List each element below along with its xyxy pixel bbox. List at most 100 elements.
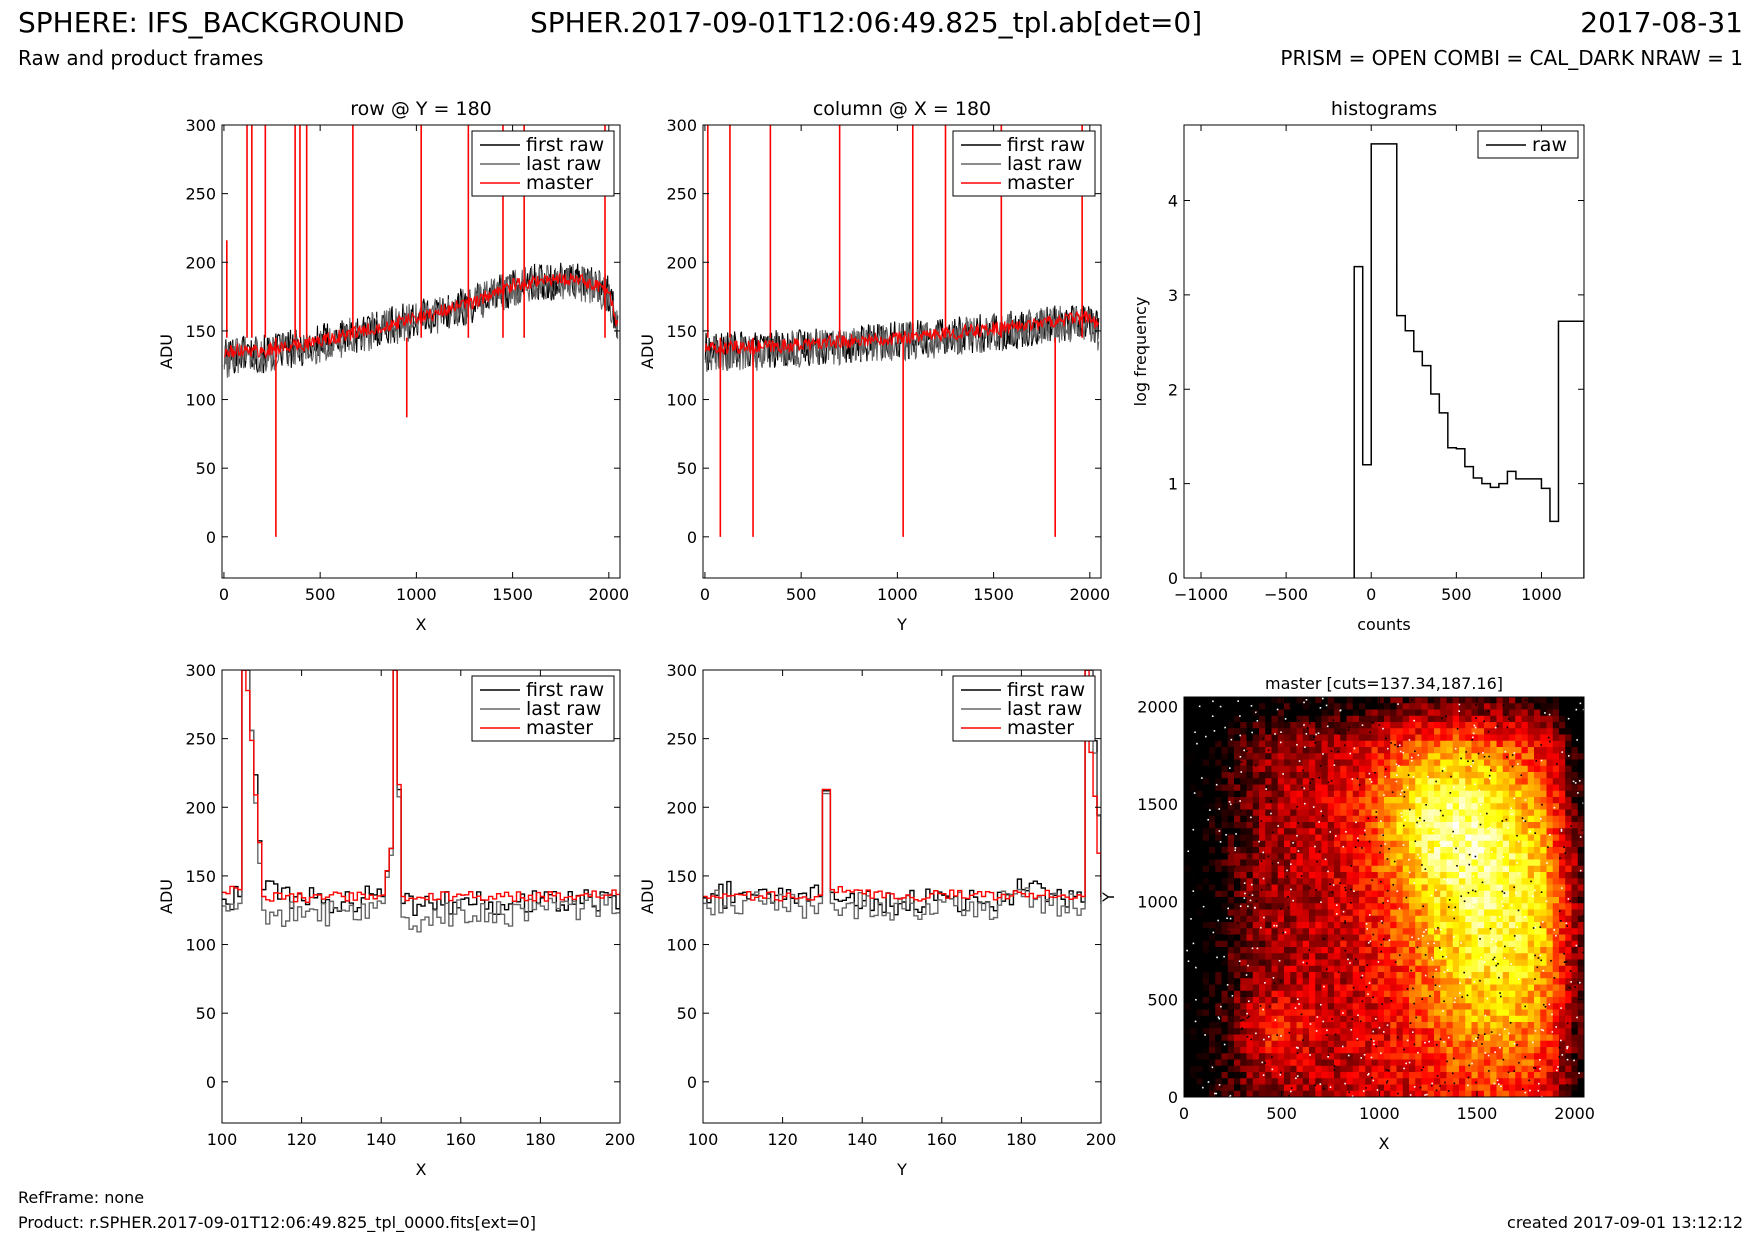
heatmap-cell — [1284, 784, 1291, 792]
heatmap-cell — [1446, 1047, 1454, 1054]
heatmap-cell — [1196, 1072, 1204, 1079]
heatmap-cell — [1390, 903, 1398, 911]
heatmap-cell — [1459, 1015, 1466, 1023]
heatmap-cell — [1196, 1084, 1204, 1092]
heatmap-cell — [1240, 784, 1248, 792]
heatmap-cell — [1534, 1084, 1541, 1092]
heatmap-cell — [1559, 878, 1566, 886]
heatmap-cell — [1271, 947, 1279, 954]
heatmap-cell — [1440, 1009, 1448, 1017]
heatmap-cell — [1559, 722, 1566, 729]
heatmap-cell — [1502, 847, 1510, 854]
y-axis-label: log frequency — [1131, 297, 1150, 407]
heatmap-cell — [1484, 1053, 1491, 1061]
heatmap-cell — [1496, 947, 1504, 954]
heatmap-cell — [1240, 884, 1248, 892]
heatmap-cell — [1427, 934, 1435, 942]
heatmap-cell — [1321, 972, 1329, 979]
heatmap-cell — [1396, 1065, 1404, 1073]
heatmap-cell — [1452, 697, 1460, 704]
heatmap-cell — [1340, 984, 1348, 992]
heatmap-cell — [1315, 1084, 1323, 1092]
heatmap-pixel — [1352, 986, 1355, 989]
heatmap-cell — [1390, 822, 1398, 829]
heatmap-cell — [1390, 828, 1398, 836]
heatmap-cell — [1427, 1078, 1435, 1086]
heatmap-cell — [1509, 965, 1516, 973]
heatmap-cell — [1190, 872, 1198, 879]
heatmap-cell — [1427, 809, 1435, 817]
heatmap-cell — [1296, 772, 1304, 779]
heatmap-cell — [1384, 922, 1391, 929]
heatmap-cell — [1471, 1003, 1479, 1011]
heatmap-cell — [1184, 859, 1191, 867]
heatmap-cell — [1452, 828, 1460, 836]
heatmap-cell — [1440, 984, 1448, 992]
heatmap-cell — [1334, 1090, 1341, 1097]
heatmap-cell — [1265, 965, 1273, 973]
heatmap-cell — [1577, 878, 1584, 886]
series-master — [703, 670, 1101, 902]
heatmap-cell — [1571, 897, 1579, 904]
heatmap-cell — [1402, 903, 1410, 911]
heatmap-cell — [1509, 1090, 1516, 1097]
heatmap-cell — [1446, 1003, 1454, 1011]
heatmap-cell — [1327, 922, 1335, 929]
y-tick-label: 100 — [185, 936, 216, 955]
heatmap-cell — [1409, 703, 1416, 711]
heatmap-cell — [1252, 722, 1260, 729]
heatmap-cell — [1527, 909, 1535, 917]
heatmap-cell — [1371, 1047, 1379, 1054]
heatmap-cell — [1290, 947, 1298, 954]
heatmap-cell — [1315, 797, 1323, 804]
heatmap-cell — [1402, 909, 1410, 917]
heatmap-cell — [1346, 1065, 1354, 1073]
heatmap-cell — [1490, 1084, 1498, 1092]
heatmap-cell — [1546, 715, 1554, 723]
heatmap-pixel — [1408, 1061, 1411, 1064]
heatmap-cell — [1359, 947, 1366, 954]
heatmap-cell — [1209, 978, 1216, 986]
x-tick-label: 100 — [688, 1130, 719, 1149]
heatmap-cell — [1365, 909, 1373, 917]
heatmap-cell — [1359, 797, 1366, 804]
heatmap-cell — [1434, 1009, 1441, 1017]
heatmap-cell — [1440, 997, 1448, 1004]
heatmap-cell — [1515, 815, 1523, 823]
heatmap-cell — [1202, 984, 1210, 992]
heatmap-cell — [1271, 884, 1279, 892]
heatmap-cell — [1309, 1009, 1316, 1017]
heatmap-cell — [1409, 840, 1416, 848]
heatmap-cell — [1465, 765, 1473, 773]
heatmap-cell — [1234, 859, 1241, 867]
heatmap-cell — [1571, 847, 1579, 854]
heatmap-cell — [1352, 990, 1360, 998]
heatmap-cell — [1359, 778, 1366, 786]
heatmap-cell — [1477, 697, 1485, 704]
heatmap-cell — [1202, 934, 1210, 942]
heatmap-cell — [1515, 922, 1523, 929]
heatmap-cell — [1421, 1047, 1429, 1054]
heatmap-cell — [1284, 890, 1291, 898]
heatmap-cell — [1509, 915, 1516, 923]
heatmap-pixel — [1326, 725, 1329, 728]
heatmap-cell — [1196, 897, 1204, 904]
heatmap-cell — [1446, 928, 1454, 936]
heatmap-pixel — [1539, 926, 1542, 928]
heatmap-cell — [1221, 1047, 1229, 1054]
heatmap-cell — [1196, 709, 1204, 717]
heatmap-cell — [1459, 1084, 1466, 1092]
heatmap-cell — [1577, 1072, 1584, 1079]
heatmap-cell — [1496, 859, 1504, 867]
heatmap-cell — [1190, 984, 1198, 992]
heatmap-cell — [1290, 865, 1298, 873]
heatmap-cell — [1571, 709, 1579, 717]
y-tick-label: 150 — [666, 867, 697, 886]
heatmap-cell — [1396, 778, 1404, 786]
heatmap-cell — [1390, 815, 1398, 823]
heatmap-cell — [1459, 903, 1466, 911]
heatmap-cell — [1190, 978, 1198, 986]
heatmap-cell — [1290, 790, 1298, 798]
heatmap-cell — [1184, 865, 1191, 873]
